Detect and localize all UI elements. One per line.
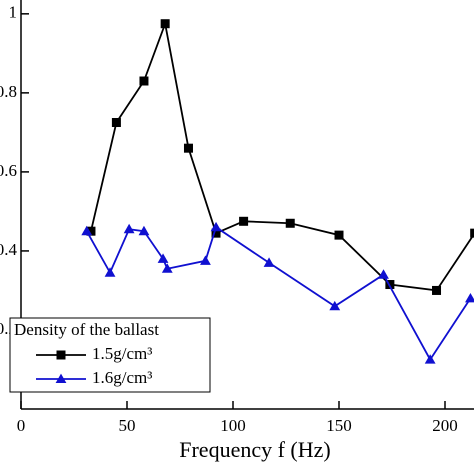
- point: [183, 143, 193, 153]
- point: [123, 223, 135, 234]
- x-tick-label: 200: [432, 416, 458, 435]
- y-tick-label: 0.8: [0, 82, 17, 101]
- point: [139, 76, 149, 86]
- point: [138, 225, 150, 236]
- x-axis-label: Frequency f (Hz): [179, 437, 331, 462]
- legend-marker: [56, 350, 66, 360]
- point: [239, 216, 249, 226]
- point: [161, 263, 173, 273]
- point: [81, 225, 93, 236]
- point: [200, 255, 211, 265]
- point: [432, 285, 442, 295]
- legend-label: 1.6g/cm³: [92, 368, 152, 387]
- legend-title: Density of the ballast: [14, 320, 159, 339]
- point: [285, 218, 295, 228]
- line: [90, 20, 474, 292]
- point: [211, 228, 221, 238]
- x-tick-label: 150: [326, 416, 352, 435]
- x-tick-label: 100: [220, 416, 246, 435]
- point: [157, 253, 169, 263]
- point: [160, 19, 170, 29]
- y-tick-label: 0.4: [0, 240, 18, 259]
- point: [111, 118, 121, 128]
- x-tick-label: 0: [17, 416, 26, 435]
- point: [334, 230, 344, 240]
- point: [263, 257, 275, 267]
- legend-marker: [55, 373, 67, 384]
- point: [329, 300, 341, 311]
- y-tick-label: 0.6: [0, 161, 17, 180]
- point: [86, 226, 96, 236]
- legend-label: 1.5g/cm³: [92, 344, 152, 363]
- y-tick-label: 1: [9, 3, 18, 22]
- point: [210, 221, 222, 232]
- point: [470, 228, 474, 238]
- point: [104, 267, 116, 277]
- point: [378, 269, 389, 279]
- point: [424, 354, 436, 364]
- point: [465, 292, 474, 303]
- x-tick-label: 50: [119, 416, 136, 435]
